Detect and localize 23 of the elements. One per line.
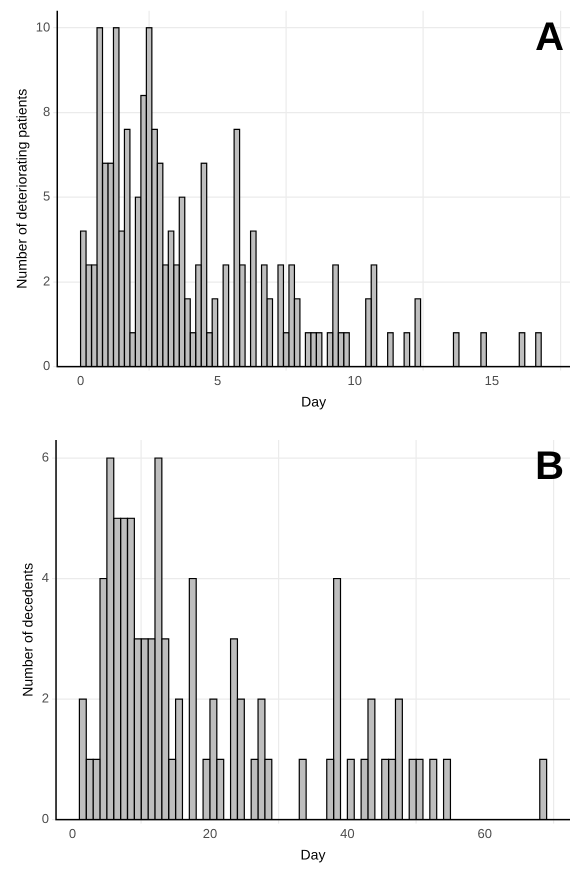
y-tick-label: 10 xyxy=(36,19,50,34)
y-tick-label: 2 xyxy=(43,273,50,288)
y-tick-label: 8 xyxy=(43,104,50,120)
x-tick-label: 10 xyxy=(348,372,362,388)
x-tick-label: 5 xyxy=(214,372,222,388)
x-tick-label: 15 xyxy=(484,372,500,388)
y-tick-label: 6 xyxy=(42,450,50,465)
y-axis-title: Number of deteriorating patients xyxy=(13,88,30,289)
x-tick-label: 20 xyxy=(202,826,218,841)
y-axis-title: Number of decedents xyxy=(19,562,36,697)
y-tick-label: 0 xyxy=(43,358,50,374)
y-tick-label: 0 xyxy=(42,811,50,826)
y-tick-label: 5 xyxy=(43,188,50,204)
x-tick-label: 0 xyxy=(68,826,76,841)
x-tick-label: 60 xyxy=(478,826,492,841)
x-tick-label: 40 xyxy=(340,826,355,841)
x-tick-label: 0 xyxy=(76,372,84,388)
y-tick-label: 4 xyxy=(42,570,50,586)
annotation: A xyxy=(535,14,564,59)
y-tick-label: 2 xyxy=(42,690,50,706)
x-axis-title: Day xyxy=(301,393,326,410)
x-axis-title: Day xyxy=(300,846,326,862)
annotation: B xyxy=(535,444,564,488)
